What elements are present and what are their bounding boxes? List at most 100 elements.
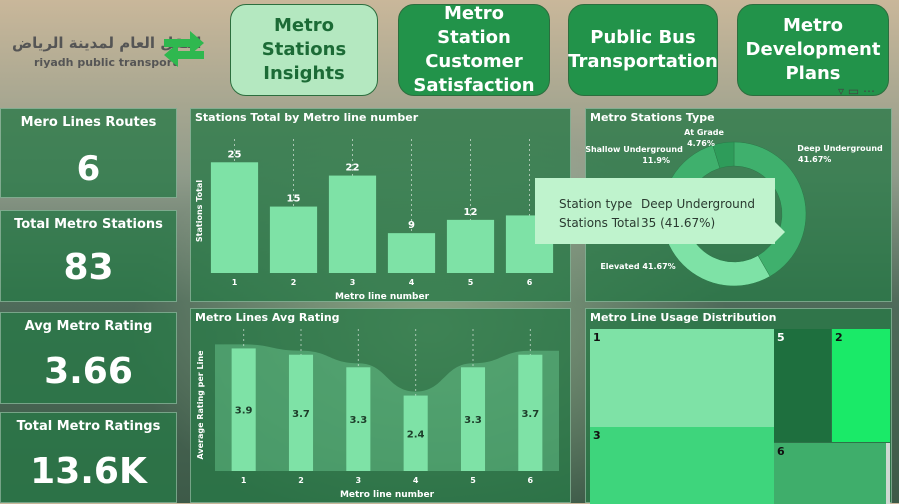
bar-5[interactable] [446, 219, 495, 273]
slice-label: Shallow Underground [586, 145, 683, 154]
nav-metro-stations-insights[interactable]: Metro Stations Insights [230, 4, 378, 96]
avg-rating-chart-panel[interactable]: Metro Lines Avg Rating Average Rating pe… [190, 308, 571, 503]
kpi-card-routes: Mero Lines Routes 6 [0, 108, 177, 198]
treemap-label: 1 [593, 331, 601, 344]
x-tick-label: 2 [298, 476, 304, 485]
treemap-label: 2 [835, 331, 843, 344]
tooltip-key: Station type [559, 197, 633, 211]
treemap-cell-3[interactable]: 3 [590, 427, 774, 504]
logo: النقل العام لمدينة الرياض riyadh public … [8, 22, 223, 82]
arrows-logo-icon [164, 31, 204, 67]
slice-label: Elevated 41.67% [600, 262, 675, 271]
stations-bar-chart-panel[interactable]: Stations Total by Metro line number Stat… [190, 108, 571, 302]
x-tick-label: 4 [413, 476, 419, 485]
y-axis-label: Average Rating per Line [196, 350, 205, 460]
kpi-title: Total Metro Ratings [16, 419, 161, 434]
data-label: 15 [287, 194, 301, 205]
slice-label: Deep Underground [797, 144, 883, 153]
x-tick-label: 1 [241, 476, 247, 485]
x-tick-label: 1 [232, 278, 238, 287]
slice-percent: 11.9% [642, 156, 670, 165]
data-label: 3.3 [349, 415, 367, 426]
bar-1[interactable] [231, 348, 256, 471]
treemap-cell-5[interactable]: 5 [774, 329, 831, 442]
data-label: 22 [346, 163, 360, 174]
chart-title: Metro Stations Type [590, 111, 715, 124]
chart-title: Metro Lines Avg Rating [195, 311, 340, 324]
tooltip-key: Stations Total [559, 216, 640, 230]
bar-2[interactable] [288, 354, 314, 471]
logo-arabic-text: النقل العام لمدينة الرياض [12, 34, 202, 52]
x-axis-label: Metro line number [340, 490, 435, 500]
x-tick-label: 5 [468, 278, 474, 287]
kpi-value: 83 [63, 247, 114, 288]
bar-1[interactable] [210, 162, 259, 273]
data-label: 3.3 [464, 415, 482, 426]
treemap-cell-6[interactable]: 6 [774, 443, 886, 504]
kpi-card-stations: Total Metro Stations 83 [0, 210, 177, 302]
kpi-value: 6 [76, 149, 101, 189]
visual-toolbar[interactable]: ▿ ▭ ⋯ [838, 84, 875, 98]
slice-label: At Grade [684, 128, 724, 137]
bar-3[interactable] [346, 367, 371, 471]
station-type-donut[interactable]: Deep Underground 41.67% Elevated 41.67% Sha… [586, 109, 893, 303]
slice-percent: 4.76% [687, 139, 715, 148]
data-label: 3.7 [292, 409, 310, 420]
bar-5[interactable] [460, 367, 486, 471]
x-tick-label: 4 [409, 278, 415, 287]
data-label: 2.4 [407, 429, 425, 440]
kpi-title: Avg Metro Rating [24, 319, 153, 334]
tooltip-value: Deep Underground [641, 197, 756, 211]
data-label: 9 [408, 220, 415, 231]
logo-english-text: riyadh public transport [34, 56, 178, 69]
rating-area [215, 344, 559, 471]
x-tick-label: 5 [470, 476, 476, 485]
bar-4[interactable] [403, 395, 428, 471]
y-axis-label: Stations Total [195, 180, 204, 242]
nav-development-plans[interactable]: Metro Development Plans [737, 4, 889, 96]
data-label: 12 [464, 207, 478, 218]
usage-treemap-panel[interactable]: Metro Line Usage Distribution 1 3 5 2 6 [585, 308, 892, 504]
x-tick-label: 3 [356, 476, 362, 485]
focus-icon[interactable]: ▭ [847, 84, 860, 98]
nav-customer-satisfaction[interactable]: Metro Station Customer Satisfaction [398, 3, 550, 96]
bar-3[interactable] [328, 175, 377, 273]
data-label: 3.9 [235, 406, 253, 417]
nav-label: Metro Station Customer Satisfaction [413, 3, 535, 96]
treemap-cell-2[interactable]: 2 [832, 329, 890, 442]
bar-2[interactable] [269, 206, 318, 273]
chart-title: Metro Line Usage Distribution [590, 311, 777, 324]
kpi-card-total-ratings: Total Metro Ratings 13.6K [0, 412, 177, 503]
x-tick-label: 2 [291, 278, 297, 287]
kpi-title: Total Metro Stations [14, 217, 163, 232]
donut-tooltip: Station type Deep Underground Stations T… [535, 178, 775, 244]
treemap-label: 5 [777, 331, 785, 344]
data-label: 25 [228, 149, 242, 160]
nav-label: Public Bus Transportation [568, 27, 718, 72]
nav-label: Metro Development Plans [745, 15, 881, 84]
filter-icon[interactable]: ▿ [838, 84, 845, 98]
nav-label: Metro Stations Insights [261, 15, 347, 84]
more-options-icon[interactable]: ⋯ [863, 84, 876, 98]
slice-percent: 41.67% [798, 155, 831, 164]
x-axis-label: Metro line number [335, 292, 430, 302]
x-tick-label: 6 [528, 476, 534, 485]
treemap-cell-other[interactable] [886, 443, 890, 504]
nav-public-bus[interactable]: Public Bus Transportation [568, 4, 718, 96]
bar-4[interactable] [387, 233, 436, 273]
tooltip-arrow [775, 222, 785, 242]
treemap-cell-1[interactable]: 1 [590, 329, 774, 427]
data-label: 3.7 [521, 409, 539, 420]
kpi-title: Mero Lines Routes [20, 115, 157, 130]
bar-6[interactable] [518, 354, 543, 471]
donut-slice[interactable] [712, 141, 735, 169]
kpi-value: 13.6K [30, 451, 147, 492]
treemap-label: 3 [593, 429, 601, 442]
x-tick-label: 6 [527, 278, 533, 287]
kpi-value: 3.66 [44, 351, 133, 392]
x-tick-label: 3 [350, 278, 356, 287]
avg-rating-chart[interactable]: Average Rating per Line Metro line number… [191, 309, 572, 504]
kpi-card-avg-rating: Avg Metro Rating 3.66 [0, 312, 177, 404]
chart-title: Stations Total by Metro line number [195, 111, 419, 124]
